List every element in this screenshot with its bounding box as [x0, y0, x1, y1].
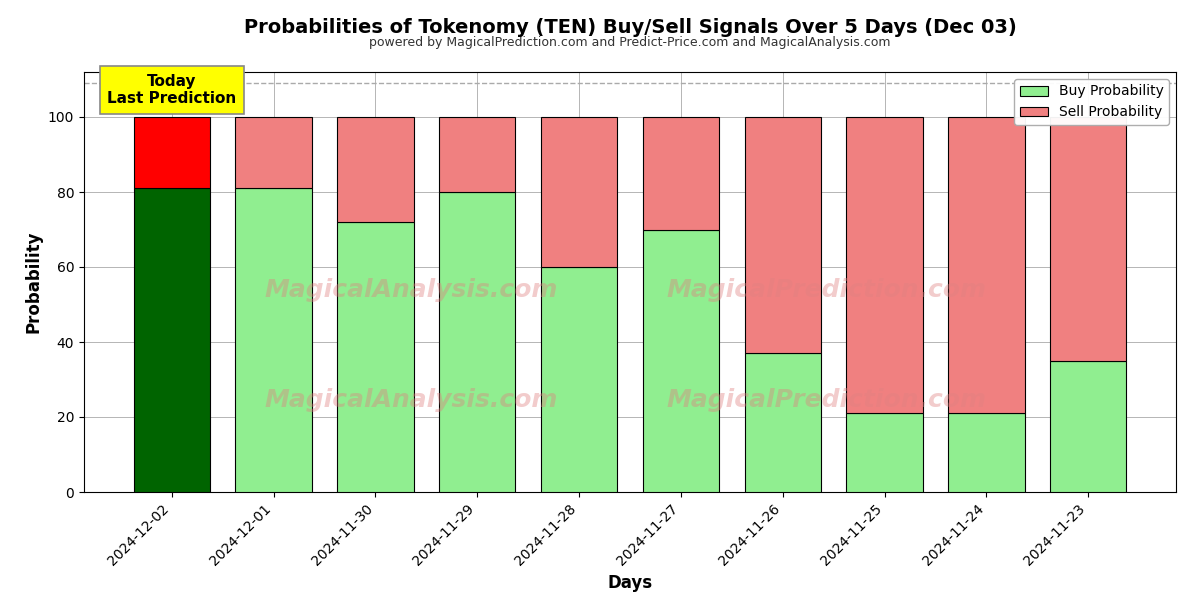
Bar — [337, 222, 414, 492]
Bar — [744, 353, 821, 492]
Bar — [744, 117, 821, 353]
Bar — [846, 117, 923, 413]
Text: Today
Last Prediction: Today Last Prediction — [107, 74, 236, 106]
Bar — [1050, 361, 1127, 492]
Text: powered by MagicalPrediction.com and Predict-Price.com and MagicalAnalysis.com: powered by MagicalPrediction.com and Pre… — [370, 36, 890, 49]
Bar — [133, 117, 210, 188]
Bar — [439, 192, 516, 492]
Y-axis label: Probability: Probability — [24, 231, 42, 333]
Bar — [846, 413, 923, 492]
Text: MagicalPrediction.com: MagicalPrediction.com — [666, 388, 986, 412]
Legend: Buy Probability, Sell Probability: Buy Probability, Sell Probability — [1014, 79, 1169, 125]
Bar — [948, 413, 1025, 492]
Text: MagicalPrediction.com: MagicalPrediction.com — [666, 278, 986, 302]
Bar — [235, 117, 312, 188]
Bar — [1050, 117, 1127, 361]
Bar — [643, 229, 719, 492]
Bar — [541, 267, 617, 492]
Bar — [948, 117, 1025, 413]
Text: MagicalAnalysis.com: MagicalAnalysis.com — [265, 388, 558, 412]
Title: Probabilities of Tokenomy (TEN) Buy/Sell Signals Over 5 Days (Dec 03): Probabilities of Tokenomy (TEN) Buy/Sell… — [244, 18, 1016, 37]
Bar — [337, 117, 414, 222]
Text: MagicalAnalysis.com: MagicalAnalysis.com — [265, 278, 558, 302]
Bar — [541, 117, 617, 267]
X-axis label: Days: Days — [607, 574, 653, 592]
Bar — [643, 117, 719, 229]
Bar — [439, 117, 516, 192]
Bar — [133, 188, 210, 492]
Bar — [235, 188, 312, 492]
